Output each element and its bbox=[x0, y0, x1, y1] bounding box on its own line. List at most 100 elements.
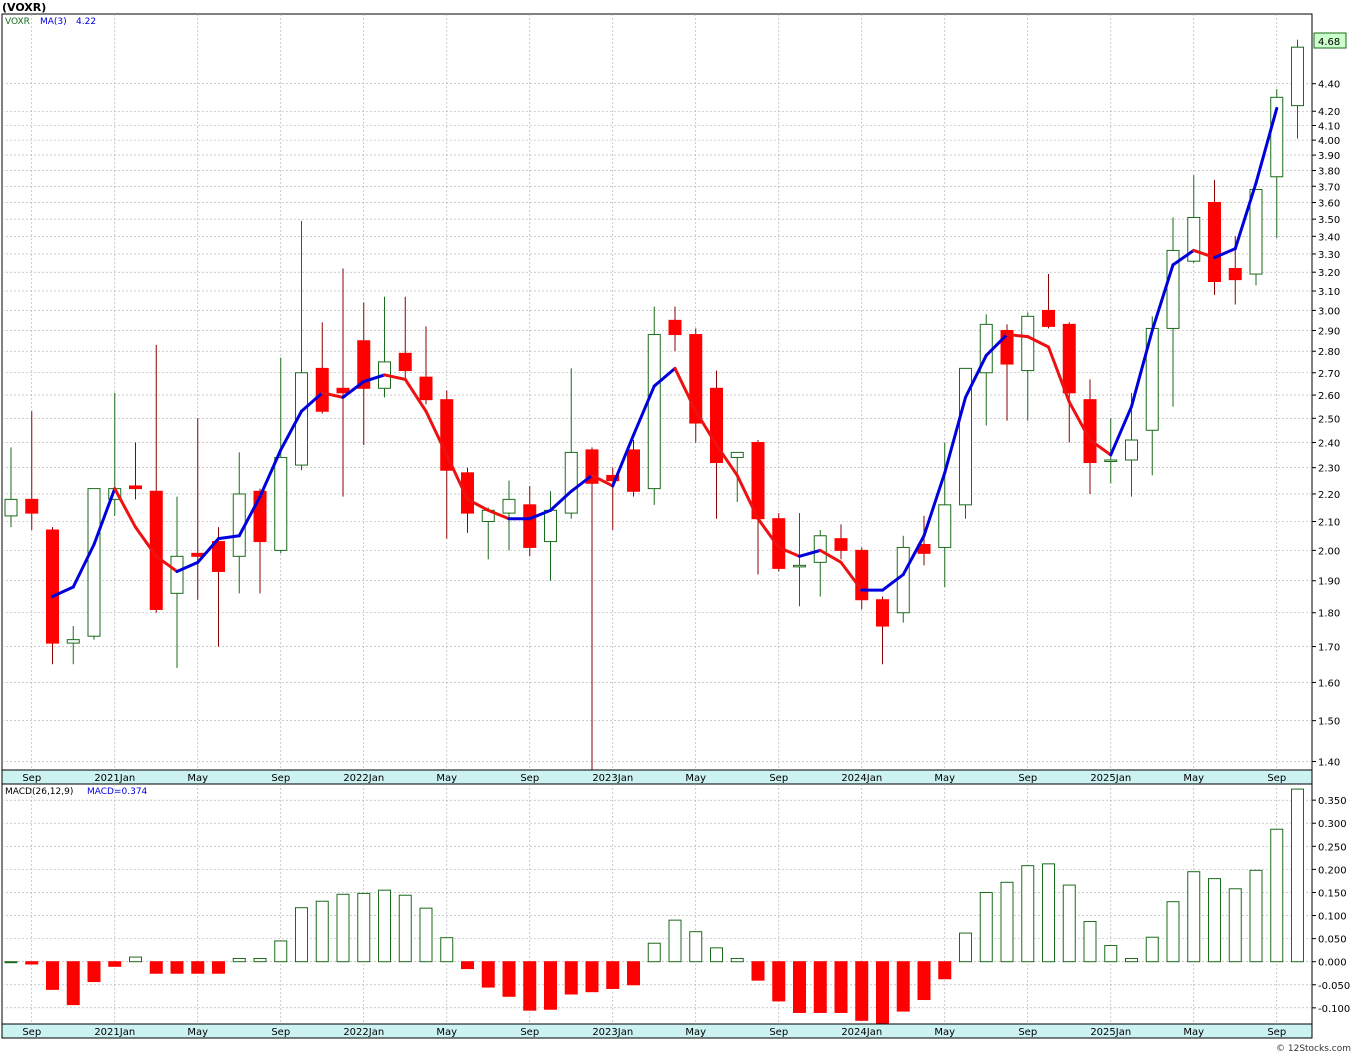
macd-tick-label: 0.150 bbox=[1318, 888, 1347, 899]
candle-body bbox=[25, 498, 39, 514]
date-label: May bbox=[436, 773, 457, 784]
ma-segment bbox=[300, 391, 324, 413]
candle-body bbox=[336, 387, 350, 394]
candle-body bbox=[710, 387, 723, 464]
macd-bar bbox=[938, 961, 952, 980]
ma-segment bbox=[1088, 438, 1113, 457]
chart-title: (VOXR) bbox=[2, 1, 46, 14]
price-tick-label: 3.40 bbox=[1318, 232, 1340, 243]
ma-line bbox=[51, 106, 1279, 599]
macd-tick-label: 0.000 bbox=[1318, 958, 1347, 969]
ma-segment bbox=[134, 525, 158, 558]
macd-bar bbox=[502, 961, 516, 997]
date-axis-bottom bbox=[1, 1023, 1313, 1039]
candle-body bbox=[606, 474, 620, 482]
macd-bar bbox=[647, 942, 661, 963]
price-tick-label: 3.00 bbox=[1318, 306, 1340, 317]
macd-bar bbox=[1042, 863, 1055, 963]
candle-body bbox=[564, 451, 578, 514]
macd-bar bbox=[232, 957, 246, 963]
macd-bar bbox=[191, 961, 205, 974]
price-tick-label: 2.20 bbox=[1318, 490, 1340, 501]
candle-body bbox=[502, 498, 516, 514]
macd-bar bbox=[979, 891, 993, 963]
ma-segment bbox=[1067, 400, 1092, 442]
macd-params-label: MACD(26,12,9) bbox=[5, 787, 73, 797]
price-tick-label: 2.90 bbox=[1318, 326, 1340, 337]
date-label: May bbox=[436, 1027, 457, 1038]
date-label: May bbox=[1183, 1027, 1204, 1038]
candle-body bbox=[896, 546, 910, 614]
ma-segment bbox=[196, 537, 220, 564]
ma-segment bbox=[1026, 335, 1050, 349]
macd-bar bbox=[149, 961, 163, 974]
candle-body bbox=[398, 352, 412, 372]
macd-bar bbox=[274, 940, 288, 963]
candle-body bbox=[855, 549, 869, 601]
date-label: Sep bbox=[271, 1027, 290, 1038]
macd-bar bbox=[4, 961, 18, 964]
price-tick-label: 3.50 bbox=[1318, 215, 1340, 226]
ma-segment bbox=[258, 448, 283, 499]
macd-bar bbox=[523, 961, 537, 1011]
candle-body bbox=[1062, 323, 1076, 394]
macd-bar bbox=[108, 961, 122, 967]
price-tick-label: 3.70 bbox=[1318, 182, 1340, 193]
ma-segment bbox=[154, 554, 179, 573]
macd-bar bbox=[1083, 921, 1097, 963]
candle-body bbox=[668, 319, 682, 336]
candle-body bbox=[647, 334, 661, 490]
macd-histogram bbox=[4, 788, 1304, 1025]
ma-segment bbox=[735, 473, 760, 521]
macd-bar bbox=[87, 961, 101, 983]
price-tick-label: 2.00 bbox=[1318, 546, 1340, 557]
macd-axis: 0.350 0.300 0.250 0.200 0.150 0.100 0.050 0.000… bbox=[1312, 796, 1350, 1015]
date-label: 2023Jan bbox=[592, 773, 633, 784]
macd-bar bbox=[378, 889, 391, 963]
date-label: May bbox=[187, 773, 208, 784]
date-label: 2024Jan bbox=[841, 773, 882, 784]
candle-body bbox=[834, 538, 848, 551]
ma-segment bbox=[964, 353, 988, 399]
date-label: May bbox=[685, 773, 706, 784]
date-label: 2021Jan bbox=[94, 1027, 135, 1038]
ma-segment bbox=[922, 471, 947, 538]
macd-panel bbox=[1, 783, 1313, 1025]
ma-segment bbox=[1109, 405, 1133, 457]
ma-segment bbox=[1150, 263, 1175, 332]
date-label: Sep bbox=[22, 773, 41, 784]
macd-bar bbox=[689, 931, 703, 963]
macd-bar bbox=[212, 961, 225, 974]
candle-body bbox=[1021, 315, 1035, 372]
date-label: Sep bbox=[1267, 773, 1286, 784]
date-label: Sep bbox=[1018, 1027, 1037, 1038]
price-tick-label: 1.40 bbox=[1318, 757, 1340, 768]
macd-bar bbox=[1187, 871, 1201, 963]
candle-body bbox=[315, 367, 329, 412]
macd-bar bbox=[170, 961, 184, 974]
candle-body bbox=[959, 367, 972, 506]
ma-segment bbox=[756, 517, 781, 549]
date-label: 2022Jan bbox=[343, 773, 384, 784]
macd-tick-label: 0.100 bbox=[1318, 912, 1347, 923]
ma-segment bbox=[175, 560, 200, 573]
candle-body bbox=[1042, 309, 1055, 327]
macd-bar bbox=[253, 957, 267, 963]
macd-bar bbox=[1291, 788, 1304, 963]
ma-segment bbox=[362, 373, 386, 384]
ma-segment bbox=[237, 495, 262, 538]
candle-body bbox=[938, 504, 952, 548]
candle-body bbox=[1125, 439, 1138, 461]
date-label: Sep bbox=[769, 1027, 788, 1038]
price-tick-label: 3.10 bbox=[1318, 287, 1340, 298]
candle-body bbox=[585, 449, 599, 484]
ma-segment bbox=[528, 508, 552, 521]
macd-tick-label: 0.200 bbox=[1318, 865, 1347, 876]
ma-segment bbox=[383, 373, 407, 381]
ma-value: 4.22 bbox=[76, 17, 96, 27]
ma-segment bbox=[818, 548, 843, 564]
date-label: 2025Jan bbox=[1090, 773, 1131, 784]
date-label: Sep bbox=[1018, 773, 1037, 784]
ma-segment bbox=[1005, 333, 1030, 339]
